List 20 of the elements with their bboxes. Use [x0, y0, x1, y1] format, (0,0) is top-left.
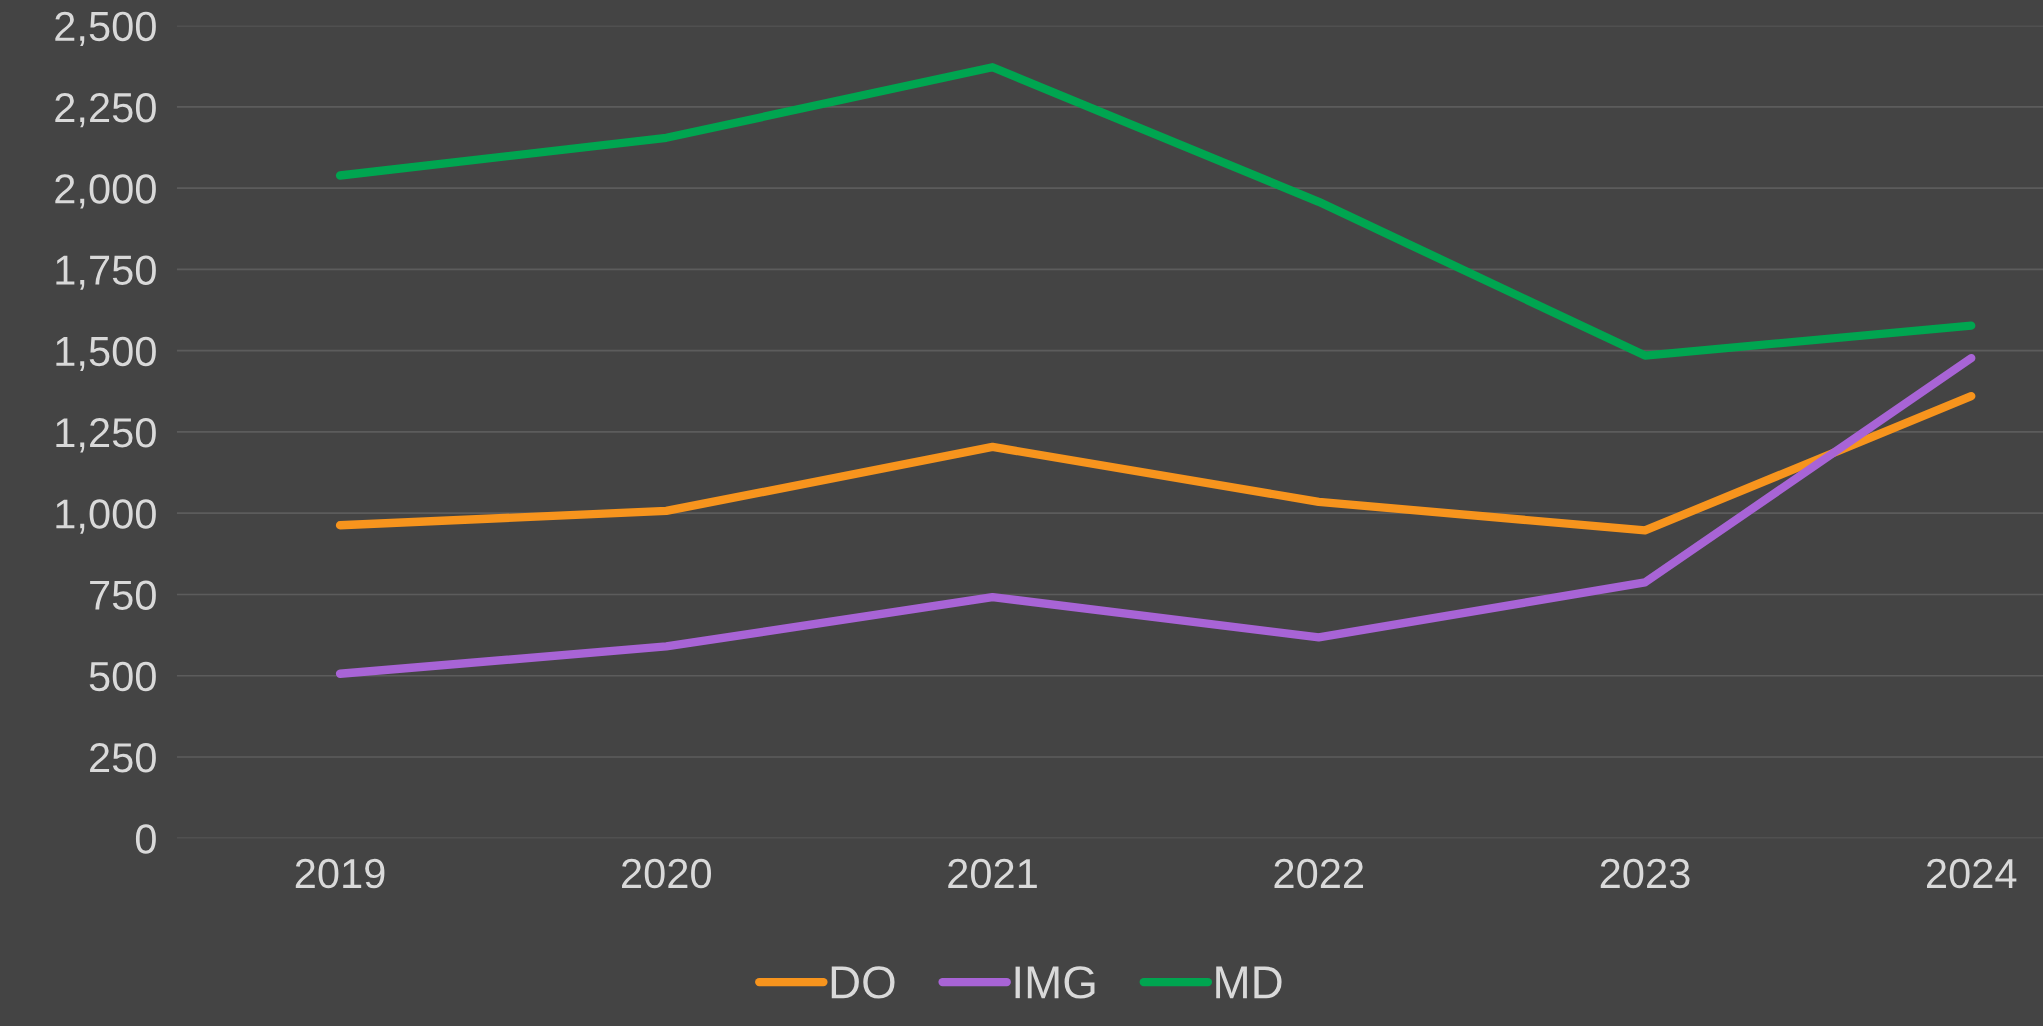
x-tick-label: 2022 [1274, 858, 1364, 889]
y-tick-label: 2,000 [55, 174, 156, 209]
y-tick-label: 750 [90, 580, 156, 610]
legend-label: IMG [1015, 966, 1095, 999]
x-tick-label: 2019 [295, 858, 385, 889]
legend-label: MD [1216, 966, 1282, 999]
y-tick-label: 1,500 [56, 336, 156, 372]
x-tick-label: 2021 [948, 858, 1037, 889]
x-tick-label: 2020 [622, 858, 711, 889]
y-tick-label: 1,000 [56, 499, 156, 534]
y-tick-label: 2,500 [55, 11, 156, 47]
legend-label: DO [831, 966, 895, 999]
x-tick-label: 2024 [1926, 858, 2017, 889]
y-tick-label: 250 [90, 742, 156, 773]
y-tick-label: 2,250 [55, 92, 156, 128]
x-tick-label: 2023 [1600, 858, 1690, 889]
y-tick-label: 1,750 [56, 255, 156, 290]
y-tick-label: 0 [135, 824, 156, 854]
y-tick-label: 1,250 [56, 417, 156, 453]
y-tick-label: 500 [89, 661, 156, 692]
